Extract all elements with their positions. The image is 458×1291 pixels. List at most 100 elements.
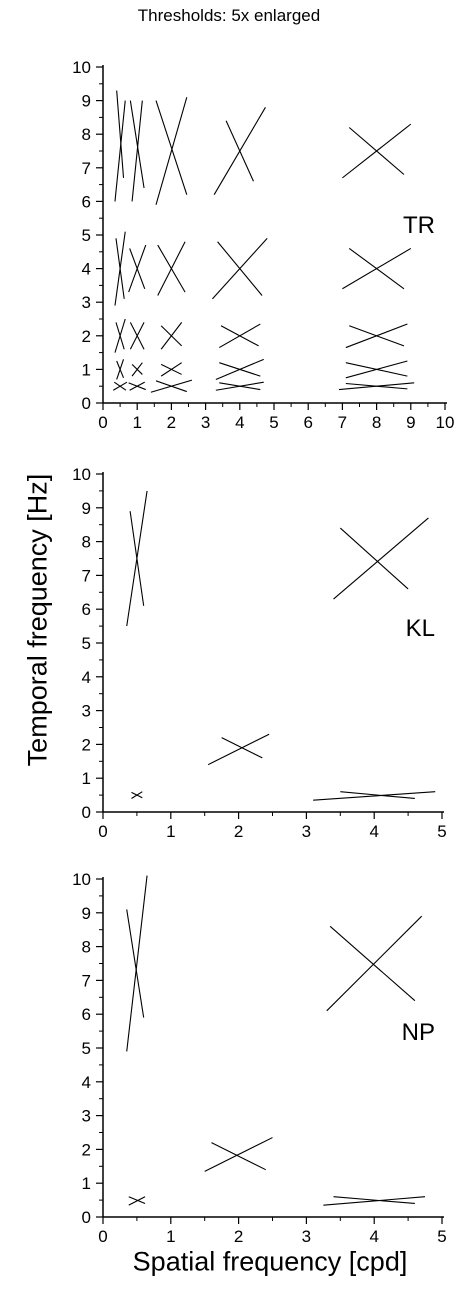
threshold-cross-line: [204, 1137, 273, 1172]
x-tick-label: 2: [234, 1227, 243, 1246]
threshold-cross-line: [155, 380, 187, 393]
x-tick-label: 1: [132, 413, 141, 432]
threshold-cross-line: [219, 362, 261, 377]
x-tick-label: 5: [269, 413, 278, 432]
threshold-cross-line: [326, 915, 423, 1012]
threshold-cross-line: [116, 90, 125, 178]
threshold-cross-line: [157, 244, 186, 293]
y-tick-label: 1: [82, 360, 91, 379]
y-tick-label: 7: [82, 971, 91, 990]
panel-label-kl: KL: [406, 615, 435, 642]
x-tick-label: 3: [201, 413, 210, 432]
y-tick-label: 4: [82, 668, 91, 687]
y-tick-label: 8: [82, 125, 91, 144]
x-tick-label: 5: [437, 822, 446, 841]
threshold-cross-line: [113, 381, 127, 391]
panel-label-np: NP: [402, 1019, 435, 1046]
y-tick-label: 6: [82, 192, 91, 211]
threshold-cross-line: [217, 241, 263, 296]
threshold-cross-line: [129, 322, 145, 350]
threshold-cross-line: [333, 517, 429, 600]
x-tick-label: 3: [302, 822, 311, 841]
figure-title: Thresholds: 5x enlarged: [137, 6, 321, 25]
y-tick-label: 7: [82, 566, 91, 585]
y-tick-label: 3: [82, 293, 91, 312]
y-tick-label: 2: [82, 327, 91, 346]
threshold-cross-line: [340, 791, 415, 800]
threshold-cross-line: [339, 527, 409, 590]
y-tick-label: 6: [82, 1005, 91, 1024]
threshold-cross-line: [155, 100, 188, 195]
x-tick-label: 3: [302, 1227, 311, 1246]
y-tick-label: 5: [82, 1039, 91, 1058]
x-tick-label: 10: [436, 413, 455, 432]
threshold-cross-line: [129, 248, 146, 289]
threshold-cross-line: [115, 322, 125, 350]
y-tick-label: 4: [82, 1073, 91, 1092]
y-tick-label: 9: [82, 499, 91, 518]
x-tick-label: 0: [98, 1227, 107, 1246]
y-tick-label: 10: [72, 465, 91, 484]
y-tick-label: 10: [72, 58, 91, 77]
x-tick-label: 1: [166, 1227, 175, 1246]
threshold-cross-line: [329, 925, 416, 1002]
threshold-cross-line: [114, 100, 126, 202]
x-tick-label: 4: [235, 413, 244, 432]
y-tick-label: 9: [82, 904, 91, 923]
y-tick-label: 1: [82, 769, 91, 788]
threshold-cross-line: [128, 1196, 146, 1206]
threshold-cross-line: [333, 1196, 415, 1205]
y-tick-label: 4: [82, 260, 91, 279]
x-tick-label: 7: [338, 413, 347, 432]
y-tick-label: 3: [82, 1107, 91, 1126]
y-tick-label: 0: [82, 1208, 91, 1227]
threshold-cross-line: [116, 360, 125, 379]
x-tick-label: 6: [303, 413, 312, 432]
threshold-cross-line: [221, 737, 263, 759]
x-tick-label: 0: [98, 822, 107, 841]
x-tick-label: 1: [166, 822, 175, 841]
threshold-cross-line: [155, 97, 188, 205]
x-tick-label: 0: [98, 413, 107, 432]
x-tick-label: 2: [234, 822, 243, 841]
threshold-cross-line: [219, 382, 261, 391]
threshold-cross-line: [131, 363, 143, 375]
threshold-cross-line: [131, 791, 143, 799]
y-tick-label: 2: [82, 1140, 91, 1159]
x-tick-label: 4: [369, 822, 378, 841]
threshold-cross-line: [129, 381, 145, 391]
y-tick-label: 0: [82, 803, 91, 822]
x-tick-label: 5: [437, 1227, 446, 1246]
y-tick-label: 7: [82, 159, 91, 178]
threshold-cross-line: [126, 909, 145, 1018]
y-tick-label: 2: [82, 735, 91, 754]
threshold-cross-line: [349, 325, 405, 347]
x-tick-label: 8: [372, 413, 381, 432]
panel-label-tr: TR: [403, 212, 435, 239]
y-tick-label: 5: [82, 226, 91, 245]
threshold-cross-line: [129, 511, 145, 606]
x-tick-label: 4: [369, 1227, 378, 1246]
x-tick-label: 2: [167, 413, 176, 432]
threshold-cross-line: [211, 1142, 266, 1171]
threshold-cross-line: [348, 127, 405, 175]
threshold-cross-line: [207, 733, 270, 766]
threshold-cross-line: [160, 325, 183, 347]
y-tick-label: 5: [82, 634, 91, 653]
threshold-cross-line: [225, 120, 254, 182]
x-tick-label: 9: [406, 413, 415, 432]
threshold-cross-line: [126, 875, 148, 1052]
threshold-cross-line: [348, 247, 405, 290]
y-tick-label: 9: [82, 92, 91, 111]
threshold-cross-line: [131, 100, 143, 202]
threshold-cross-line: [220, 325, 259, 347]
threshold-cross-line: [313, 791, 436, 801]
y-tick-label: 10: [72, 870, 91, 889]
threshold-cross-line: [115, 238, 125, 299]
y-tick-label: 6: [82, 600, 91, 619]
threshold-cross-line: [129, 100, 145, 189]
y-tick-label: 3: [82, 702, 91, 721]
y-tick-label: 1: [82, 1174, 91, 1193]
threshold-cross-line: [345, 362, 408, 377]
